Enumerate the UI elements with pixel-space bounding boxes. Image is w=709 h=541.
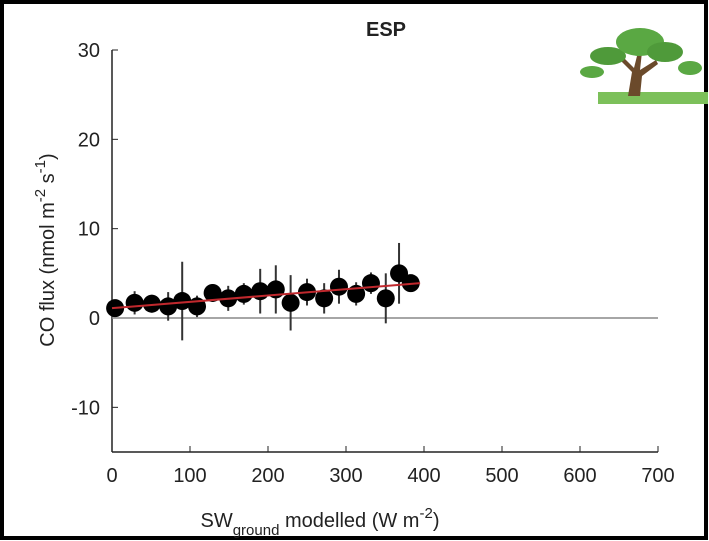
x-tick-label: 500 bbox=[485, 465, 518, 487]
y-label-part: ) bbox=[37, 153, 59, 160]
point bbox=[376, 289, 395, 308]
y-tick-label: 30 bbox=[78, 40, 100, 62]
y-tick-label: -10 bbox=[71, 397, 100, 419]
point bbox=[203, 283, 222, 302]
y-axis-label: CO flux (nmol m-2 s-1) bbox=[32, 153, 59, 346]
x-axis-label: SWground modelled (W m-2) bbox=[201, 505, 440, 539]
x-label-part: modelled (W m bbox=[279, 510, 419, 532]
x-label-part: SW bbox=[201, 510, 233, 532]
y-tick-label: 20 bbox=[78, 129, 100, 151]
x-tick-label: 600 bbox=[563, 465, 596, 487]
x-label-sub: ground bbox=[233, 522, 280, 539]
point bbox=[125, 293, 144, 312]
point bbox=[234, 284, 253, 303]
point bbox=[315, 289, 334, 308]
y-label-sup: -2 bbox=[32, 189, 49, 202]
y-label-part: s bbox=[37, 173, 59, 189]
x-label-sup: -2 bbox=[419, 505, 432, 522]
x-tick-label: 200 bbox=[251, 465, 284, 487]
point bbox=[329, 277, 348, 296]
x-tick-label: 100 bbox=[173, 465, 206, 487]
y-label-sup: -1 bbox=[32, 160, 49, 173]
x-tick-label: 0 bbox=[106, 465, 117, 487]
x-label-part: ) bbox=[433, 510, 440, 532]
point bbox=[142, 294, 161, 313]
x-tick-label: 400 bbox=[407, 465, 440, 487]
point bbox=[159, 297, 178, 316]
y-tick-label: 0 bbox=[89, 308, 100, 330]
y-label-part: CO flux (nmol m bbox=[37, 202, 59, 346]
trend-line bbox=[111, 282, 421, 310]
point bbox=[281, 293, 300, 312]
point bbox=[361, 274, 380, 293]
x-tick-label: 300 bbox=[329, 465, 362, 487]
x-tick-label: 700 bbox=[641, 465, 674, 487]
tree-icon bbox=[580, 28, 708, 104]
point bbox=[173, 292, 192, 311]
chart-title: ESP bbox=[366, 19, 406, 41]
y-tick-label: 10 bbox=[78, 219, 100, 241]
